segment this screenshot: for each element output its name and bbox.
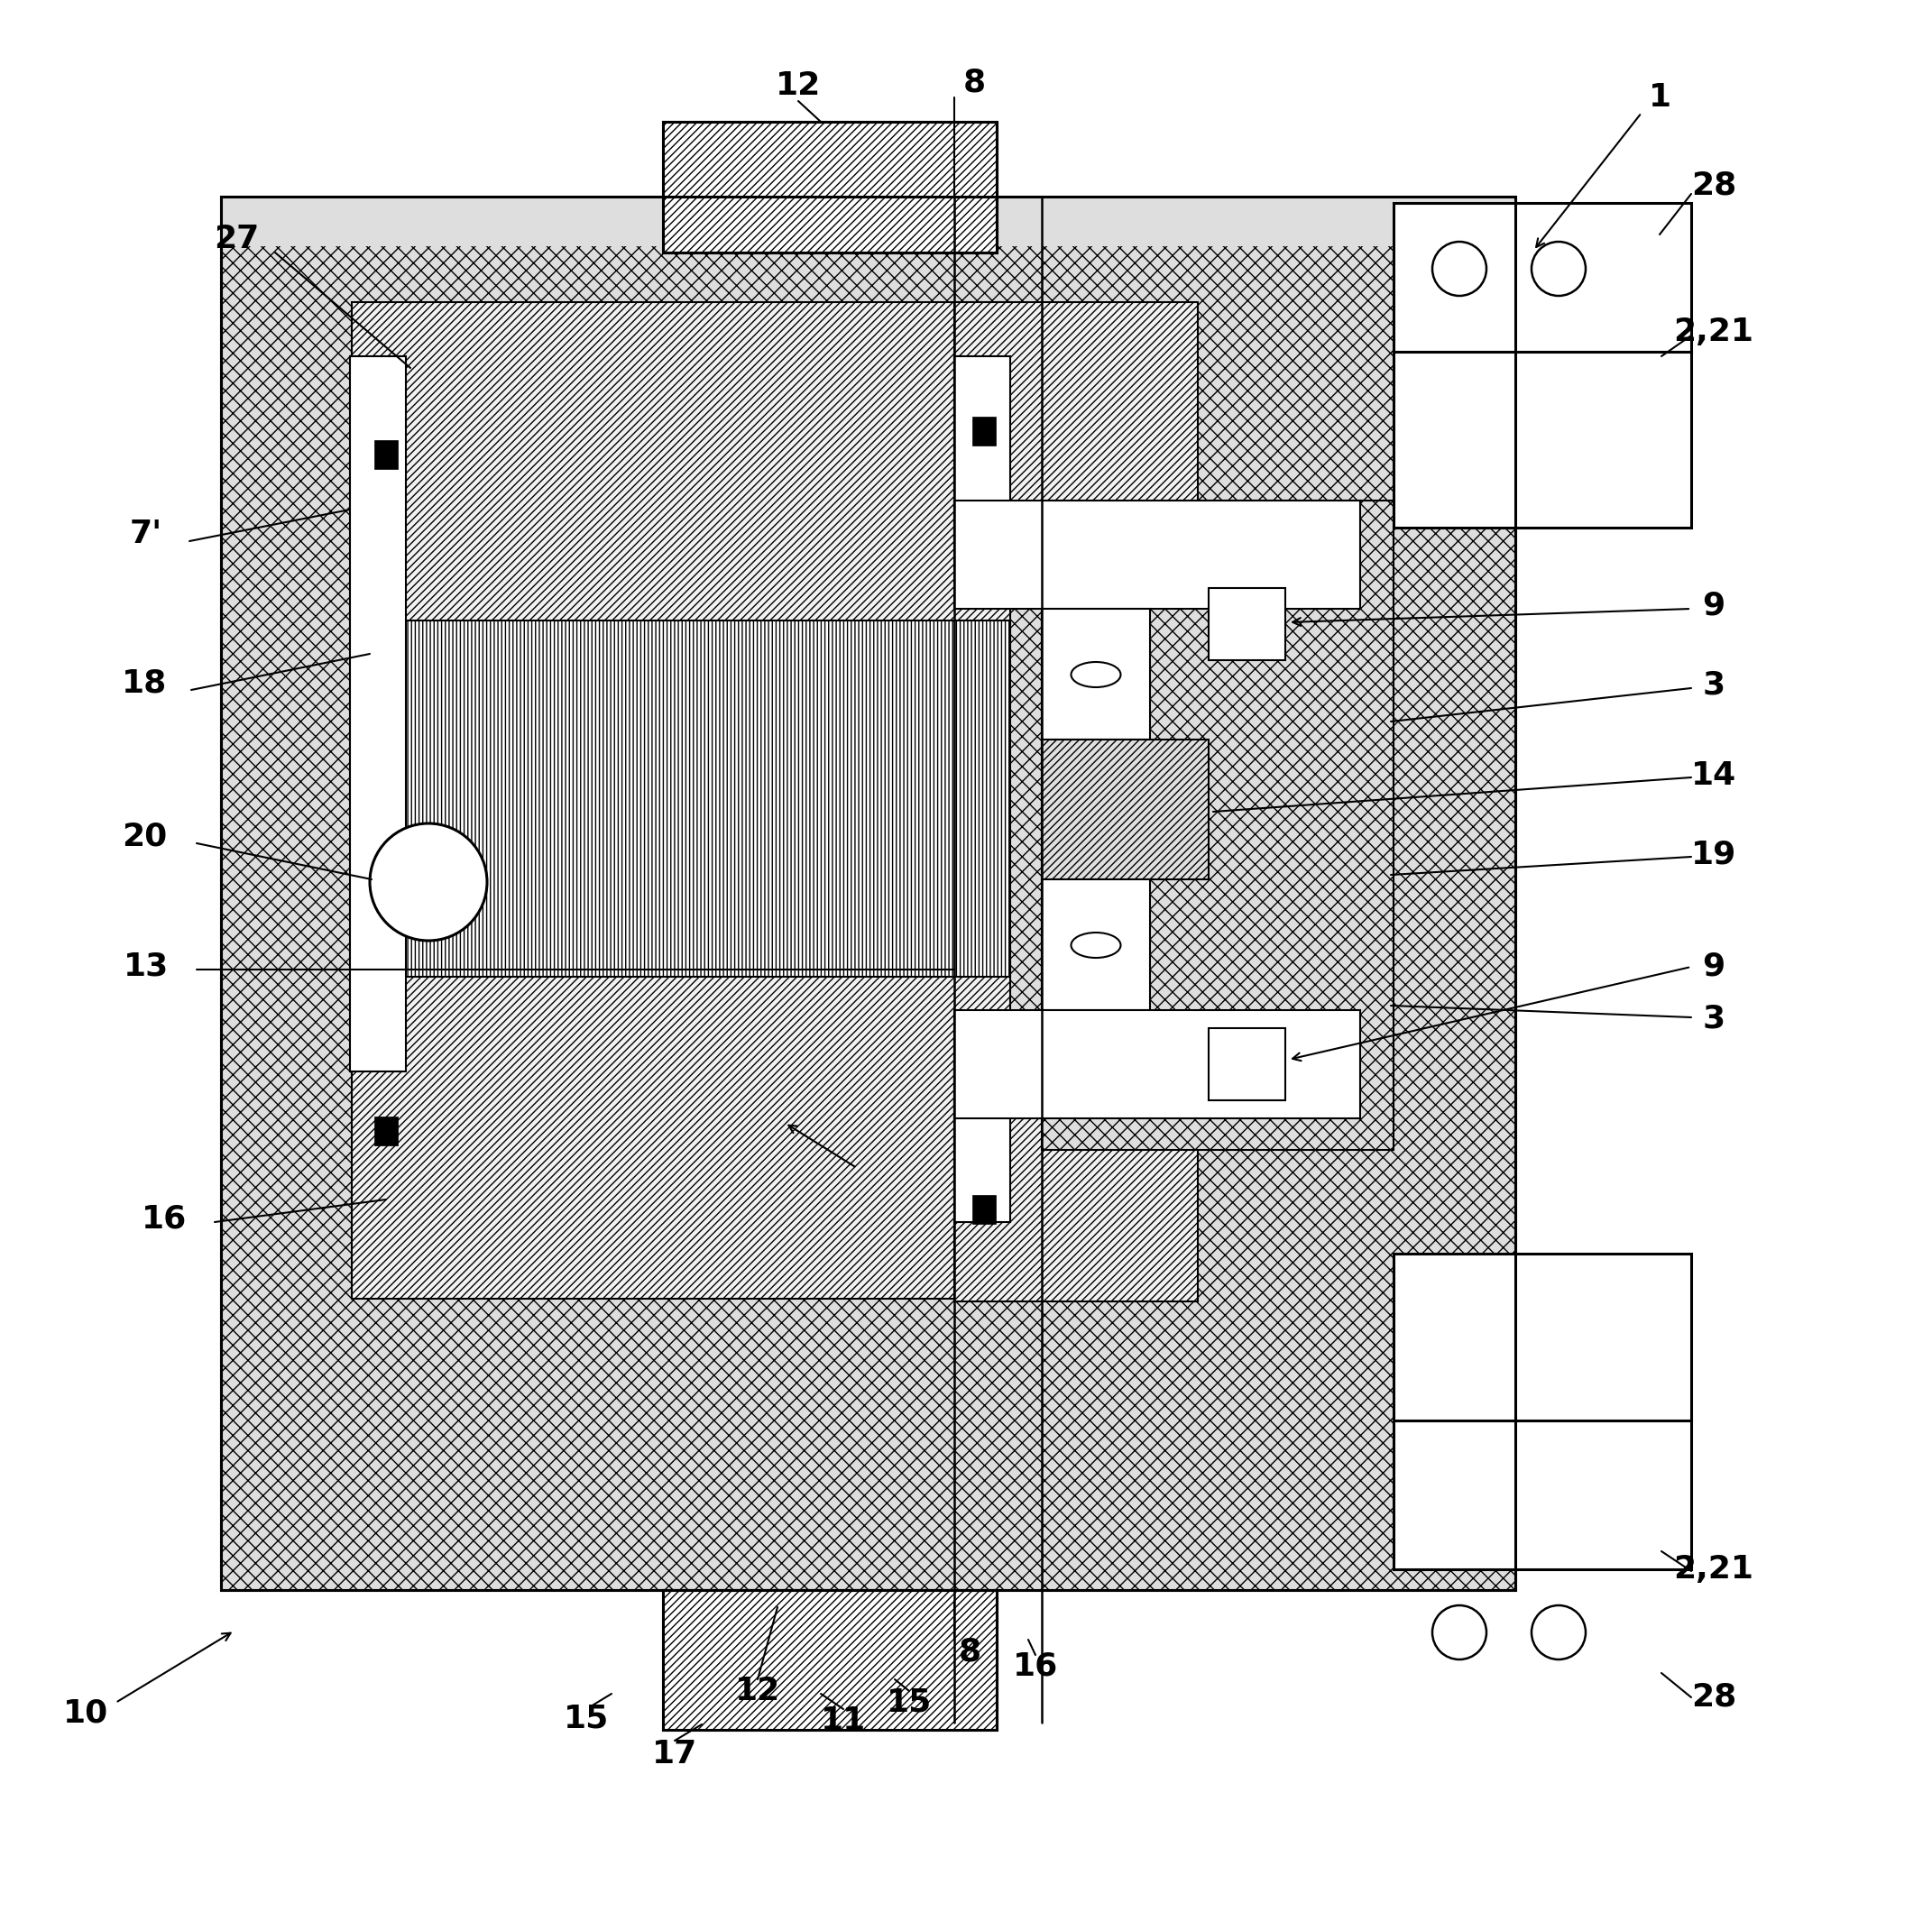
Text: 19: 19: [1690, 839, 1737, 870]
Text: 28: 28: [1690, 170, 1737, 201]
Text: 10: 10: [64, 1698, 108, 1728]
Text: 3: 3: [1702, 669, 1725, 702]
Text: 13: 13: [124, 952, 168, 983]
Text: 7': 7': [129, 518, 162, 549]
Text: 12: 12: [775, 71, 821, 101]
Text: 27: 27: [214, 224, 259, 254]
Bar: [954, 1029, 1010, 1222]
Bar: [954, 1063, 1198, 1302]
Text: 15: 15: [564, 1704, 609, 1734]
Text: 1: 1: [1648, 82, 1671, 113]
Text: 15: 15: [887, 1688, 931, 1719]
Bar: [220, 197, 1515, 1591]
Circle shape: [1432, 241, 1486, 296]
Bar: [375, 440, 398, 468]
Bar: [972, 1195, 995, 1224]
Bar: [1393, 203, 1690, 352]
Bar: [352, 946, 1010, 1298]
Bar: [1041, 608, 1150, 740]
Circle shape: [1432, 1606, 1486, 1660]
Bar: [1209, 1029, 1285, 1099]
Text: 16: 16: [141, 1205, 187, 1235]
Text: 20: 20: [122, 822, 166, 853]
Circle shape: [1532, 241, 1586, 296]
Text: 16: 16: [1012, 1652, 1059, 1683]
Text: 28: 28: [1690, 1683, 1737, 1713]
Bar: [352, 621, 1010, 977]
Bar: [350, 356, 406, 1071]
Bar: [954, 356, 1010, 558]
Bar: [1041, 740, 1209, 880]
Ellipse shape: [1070, 662, 1121, 686]
Text: 9: 9: [1702, 952, 1725, 983]
Bar: [663, 122, 997, 252]
Bar: [375, 1117, 398, 1145]
Bar: [972, 417, 995, 445]
Text: 2,21: 2,21: [1673, 1554, 1754, 1585]
Text: 8: 8: [958, 1637, 981, 1667]
Text: 3: 3: [1702, 1004, 1725, 1034]
Text: 9: 9: [1702, 591, 1725, 621]
Text: 11: 11: [821, 1706, 866, 1736]
Bar: [663, 1591, 997, 1730]
Bar: [663, 1591, 997, 1730]
Bar: [954, 302, 1198, 541]
Text: 17: 17: [651, 1738, 697, 1769]
Text: 8: 8: [962, 67, 985, 98]
Bar: [1041, 880, 1150, 1010]
Bar: [1393, 352, 1690, 528]
Ellipse shape: [1070, 933, 1121, 958]
Bar: [1041, 501, 1393, 1149]
Text: 18: 18: [122, 669, 166, 700]
Bar: [352, 302, 1010, 654]
Bar: [1393, 1421, 1690, 1570]
Bar: [1209, 589, 1285, 660]
Text: 2,21: 2,21: [1673, 317, 1754, 348]
Bar: [663, 122, 997, 252]
Text: 12: 12: [734, 1675, 781, 1706]
Bar: [1393, 1254, 1690, 1421]
Bar: [954, 1010, 1360, 1119]
Circle shape: [1532, 1606, 1586, 1660]
Bar: [220, 197, 1515, 247]
Circle shape: [369, 824, 487, 941]
Text: 14: 14: [1690, 761, 1737, 792]
Bar: [220, 197, 1515, 1591]
Bar: [954, 501, 1360, 608]
